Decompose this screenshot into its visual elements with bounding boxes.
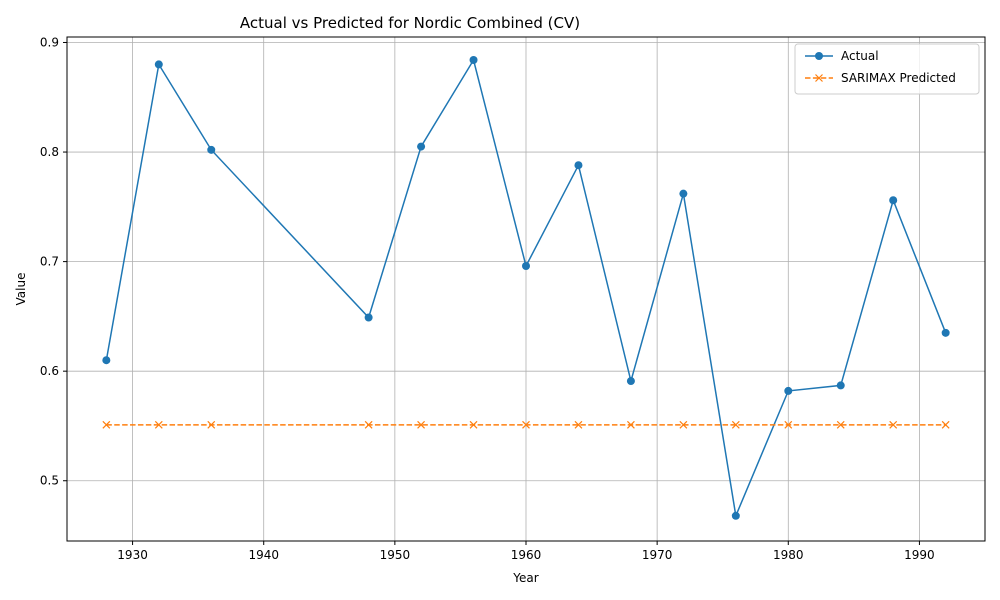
data-point-predicted (102, 420, 111, 429)
data-point-actual (941, 328, 950, 337)
x-tick-label: 1930 (117, 548, 148, 562)
legend-x-marker (815, 74, 823, 82)
data-point-predicted-stroke (522, 420, 530, 429)
data-point-predicted-stroke (679, 420, 688, 429)
data-point-actual (207, 145, 216, 154)
data-point-actual (836, 381, 845, 390)
series-predicted (102, 420, 950, 429)
data-point-actual (364, 313, 373, 322)
x-tick-label: 1980 (773, 548, 804, 562)
legend-marker-actual (815, 52, 823, 60)
grid (67, 37, 985, 541)
legend-label-actual: Actual (841, 49, 879, 63)
data-point-predicted-stroke (417, 420, 426, 429)
data-point-predicted (836, 420, 845, 429)
y-tick-label: 0.5 (40, 474, 59, 488)
data-point-predicted (731, 420, 740, 429)
data-point-actual (784, 386, 793, 395)
data-point-predicted-stroke (626, 420, 635, 429)
data-point-predicted (574, 420, 583, 429)
data-point-actual (154, 60, 163, 69)
x-tick-label: 1940 (248, 548, 279, 562)
y-tick-label: 0.9 (40, 35, 59, 49)
data-point-predicted-stroke (574, 420, 583, 429)
data-point-predicted-stroke (364, 420, 373, 429)
data-point-actual (522, 261, 530, 270)
chart-title: Actual vs Predicted for Nordic Combined … (240, 14, 580, 32)
data-point-predicted (626, 420, 635, 429)
data-point-predicted-stroke (941, 420, 950, 429)
data-point-actual (469, 56, 478, 65)
axis-ticks: 1930 1940 1950 1960 1970 1980 1990 0.5 0.6 0.7 0.8… (40, 35, 935, 562)
data-point-actual (417, 142, 426, 151)
data-point-predicted-stroke (836, 420, 845, 429)
data-point-actual (626, 377, 635, 386)
legend-box (794, 43, 980, 95)
y-tick-label: 0.7 (40, 255, 59, 269)
y-axis-label: Value (14, 273, 28, 306)
data-point-actual (731, 511, 740, 520)
data-point-predicted (889, 420, 898, 429)
data-point-predicted-stroke (731, 420, 740, 429)
data-point-predicted-stroke (207, 420, 216, 429)
series-layer (102, 56, 950, 520)
data-point-predicted-stroke (784, 420, 793, 429)
data-point-predicted (679, 420, 688, 429)
data-point-predicted (784, 420, 793, 429)
data-point-predicted-stroke (889, 420, 898, 429)
y-tick-label: 0.8 (40, 145, 59, 159)
legend-marker-predicted (815, 74, 823, 82)
data-point-predicted (154, 420, 163, 429)
data-point-predicted (941, 420, 950, 429)
data-point-predicted (207, 420, 216, 429)
data-point-predicted (417, 420, 426, 429)
series-actual (102, 56, 950, 520)
y-tick-label: 0.6 (40, 364, 59, 378)
data-point-actual (679, 189, 688, 198)
data-point-actual (102, 356, 111, 365)
x-tick-label: 1970 (642, 548, 673, 562)
data-point-predicted-stroke (154, 420, 163, 429)
legend-label-predicted: SARIMAX Predicted (841, 71, 956, 85)
x-axis-label: Year (512, 571, 538, 585)
data-point-predicted-stroke (102, 420, 111, 429)
data-point-actual (574, 161, 583, 170)
legend-x-marker-stroke (815, 74, 823, 82)
data-point-predicted-stroke (469, 420, 478, 429)
data-point-predicted (364, 420, 373, 429)
data-point-predicted (522, 420, 530, 429)
data-point-actual (889, 196, 898, 205)
x-tick-label: 1990 (904, 548, 935, 562)
data-point-predicted (469, 420, 478, 429)
x-tick-label: 1950 (380, 548, 411, 562)
x-tick-label: 1960 (511, 548, 542, 562)
legend: Actual SARIMAX Predicted (794, 43, 980, 95)
